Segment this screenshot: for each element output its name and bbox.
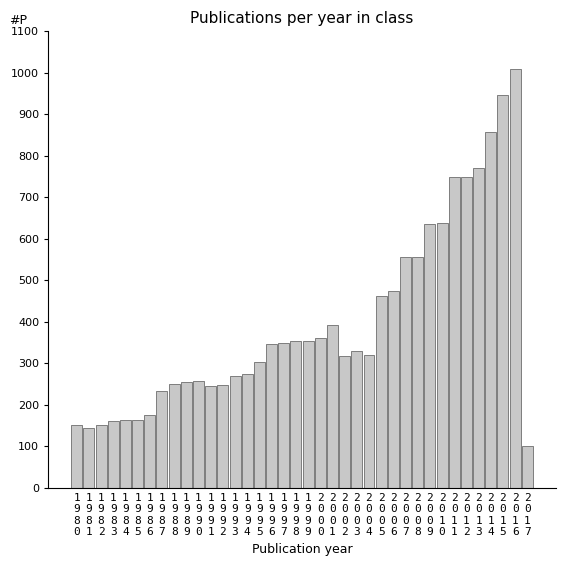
Bar <box>485 132 496 488</box>
Bar <box>120 421 131 488</box>
Bar <box>400 257 411 488</box>
Bar <box>315 338 326 488</box>
Bar <box>376 296 387 488</box>
Bar <box>168 384 180 488</box>
Bar <box>461 176 472 488</box>
Bar <box>352 351 362 488</box>
Bar <box>205 386 216 488</box>
Y-axis label: #P: #P <box>9 14 27 27</box>
Bar <box>156 391 167 488</box>
Bar <box>303 341 314 488</box>
Bar <box>327 325 338 488</box>
Bar <box>412 257 423 488</box>
Bar <box>108 421 119 488</box>
Bar <box>96 425 107 488</box>
Bar <box>242 374 253 488</box>
X-axis label: Publication year: Publication year <box>252 543 352 556</box>
Bar <box>510 69 521 488</box>
Bar <box>425 225 435 488</box>
Bar <box>193 380 204 488</box>
Bar <box>339 356 350 488</box>
Bar <box>363 355 374 488</box>
Bar <box>181 382 192 488</box>
Bar <box>448 176 460 488</box>
Bar <box>290 341 302 488</box>
Bar <box>497 95 509 488</box>
Title: Publications per year in class: Publications per year in class <box>191 11 414 26</box>
Bar <box>266 344 277 488</box>
Bar <box>388 291 399 488</box>
Bar <box>144 415 155 488</box>
Bar <box>230 376 240 488</box>
Bar <box>278 342 289 488</box>
Bar <box>254 362 265 488</box>
Bar <box>473 168 484 488</box>
Bar <box>83 428 94 488</box>
Bar <box>71 425 82 488</box>
Bar <box>437 223 447 488</box>
Bar <box>132 421 143 488</box>
Bar <box>522 446 533 488</box>
Bar <box>217 385 229 488</box>
